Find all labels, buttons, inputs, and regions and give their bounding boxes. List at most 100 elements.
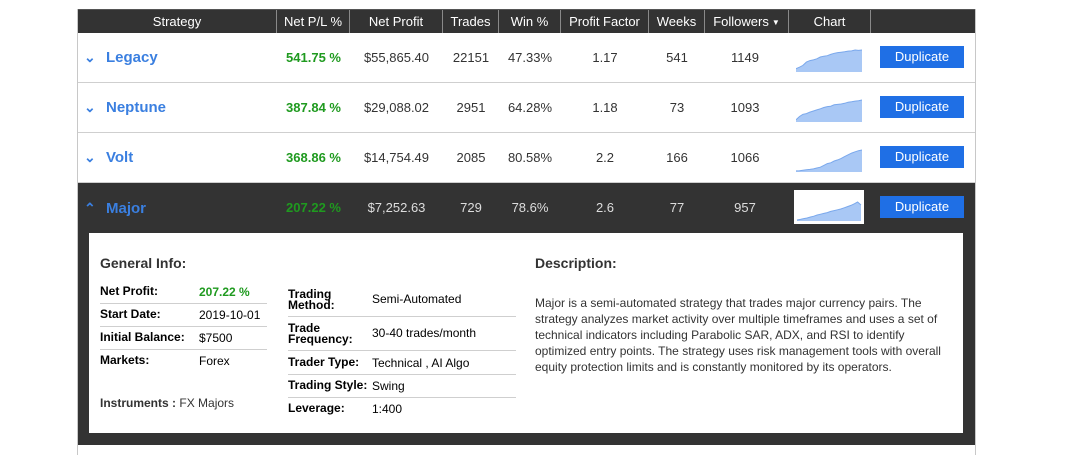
header-followers-label: Followers [713,14,769,29]
duplicate-button[interactable]: Duplicate [880,196,964,218]
initial-balance-row: Initial Balance: $7500 [100,327,267,350]
win-value: 47.33% [507,50,553,65]
markets-value: Forex [199,354,230,368]
strategy-name-cell[interactable]: ⌃ Major [78,183,277,233]
net-pl-value: 368.86 % [286,150,341,165]
strategy-name[interactable]: Legacy [106,49,158,66]
header-strategy[interactable]: Strategy [78,10,277,33]
details-panel: General Info: Net Profit: 207.22 % Start… [89,233,963,433]
trading-style-value: Swing [372,379,405,393]
trades-value: 729 [460,200,482,215]
strategy-details: General Info: Net Profit: 207.22 % Start… [78,233,975,445]
strategy-name-cell[interactable]: ⌄ Legacy [78,33,277,82]
markets-row: Markets: Forex [100,350,267,373]
trade-frequency-label-line2: Frequency: [288,332,353,346]
net-profit-row: Net Profit: 207.22 % [100,281,267,304]
profit-factor-value: 1.17 [592,50,618,65]
profit-factor-value: 2.6 [595,200,615,215]
sparkline-area [796,150,862,172]
net-profit-label: Net Profit: [100,284,158,298]
start-date-label: Start Date: [100,307,161,321]
header-followers[interactable]: Followers ▼ [705,10,789,33]
start-date-value: 2019-10-01 [199,308,261,322]
chevron-up-icon[interactable]: ⌃ [84,200,96,216]
markets-label: Markets: [100,353,150,367]
instruments-value: FX Majors [179,396,235,410]
duplicate-button[interactable]: Duplicate [880,46,964,68]
trades-value: 2085 [456,150,486,165]
trader-type-label: Trader Type: [288,355,360,369]
strategies-table: Strategy Net P/L % Net Profit Trades Win… [77,9,976,455]
trader-type-value: Technical , AI Algo [372,356,470,370]
header-profit-factor[interactable]: Profit Factor [561,10,649,33]
header-net-profit[interactable]: Net Profit [350,10,443,33]
net-profit-value: $14,754.49 [363,150,430,165]
equity-sparkline[interactable] [796,142,862,172]
equity-sparkline[interactable] [796,42,862,72]
sparkline-line [796,201,862,221]
header-chart: Chart [789,10,871,33]
leverage-label: Leverage: [288,401,345,415]
trading-method-label: Trading Method: [288,287,335,312]
trading-style-row: Trading Style: Swing [288,375,516,398]
description-text: Major is a semi-automated strategy that … [535,296,941,374]
sparkline-line [796,49,862,70]
table-header: Strategy Net P/L % Net Profit Trades Win… [78,9,975,33]
header-weeks[interactable]: Weeks [649,10,705,33]
sparkline-area [797,202,861,221]
weeks-value: 541 [666,50,688,65]
trades-value: 22151 [452,50,490,65]
strategy-name-cell[interactable]: ⌄ Neptune [78,83,277,132]
sparkline-area [796,50,862,72]
trading-method-label-line2: Method: [288,298,335,312]
followers-value: 1093 [730,100,760,115]
duplicate-button[interactable]: Duplicate [880,96,964,118]
net-profit-value: $29,088.02 [363,100,430,115]
trade-frequency-label: Trade Frequency: [288,322,353,346]
trades-value: 2951 [456,100,486,115]
initial-balance-value: $7500 [199,331,233,345]
followers-value: 957 [734,200,756,215]
strategy-name-cell[interactable]: ⌄ Volt [78,133,277,182]
weeks-value: 166 [666,150,688,165]
trading-method-label-line1: Trading [288,287,332,301]
trading-method-row: Trading Method: Semi-Automated [288,287,516,317]
profit-factor-value: 2.2 [595,150,615,165]
instruments-row: Instruments : FX Majors [100,396,234,410]
followers-value: 1066 [730,150,760,165]
followers-value: 1149 [731,50,759,65]
description-title: Description: [535,255,617,271]
sparkline-area [796,100,862,122]
start-date-row: Start Date: 2019-10-01 [100,304,267,327]
net-profit-value: $55,865.40 [363,50,430,65]
chevron-down-icon[interactable]: ⌄ [84,99,96,115]
profit-factor-value: 1.18 [592,100,618,115]
table-row[interactable]: ⌄ Volt 368.86 % $14,754.49 2085 80.58% 2.… [78,133,975,183]
chevron-down-icon[interactable]: ⌄ [84,149,96,165]
duplicate-button[interactable]: Duplicate [880,146,964,168]
initial-balance-label: Initial Balance: [100,330,185,344]
header-actions [871,10,975,33]
net-pl-value: 541.75 % [286,50,341,65]
table-row-expanded[interactable]: ⌃ Major 207.22 % $7,252.63 729 78.6% 2.6 … [78,183,975,233]
strategy-name[interactable]: Neptune [106,99,166,116]
leverage-row: Leverage: 1:400 [288,398,516,421]
header-win[interactable]: Win % [499,10,561,33]
strategy-name[interactable]: Major [106,200,147,217]
trade-frequency-row: Trade Frequency: 30-40 trades/month [288,321,516,351]
net-profit-value: $7,252.63 [367,200,426,215]
table-row[interactable]: ⌄ Legacy 541.75 % $55,865.40 22151 47.33%… [78,33,975,83]
chevron-down-icon[interactable]: ⌄ [84,49,96,65]
trade-frequency-value: 30-40 trades/month [372,326,477,340]
strategy-name[interactable]: Volt [106,149,134,166]
header-trades[interactable]: Trades [443,10,499,33]
caret-down-icon[interactable]: ▼ [771,18,780,28]
trading-method-value: Semi-Automated [372,292,462,306]
header-net-pl[interactable]: Net P/L % [277,10,350,33]
equity-sparkline[interactable] [796,92,862,122]
general-info-title: General Info: [100,255,187,271]
net-pl-value: 207.22 % [286,200,341,215]
table-row[interactable]: ⌄ Neptune 387.84 % $29,088.02 2951 64.28%… [78,83,975,133]
equity-sparkline[interactable] [794,190,864,224]
weeks-value: 73 [669,100,685,115]
